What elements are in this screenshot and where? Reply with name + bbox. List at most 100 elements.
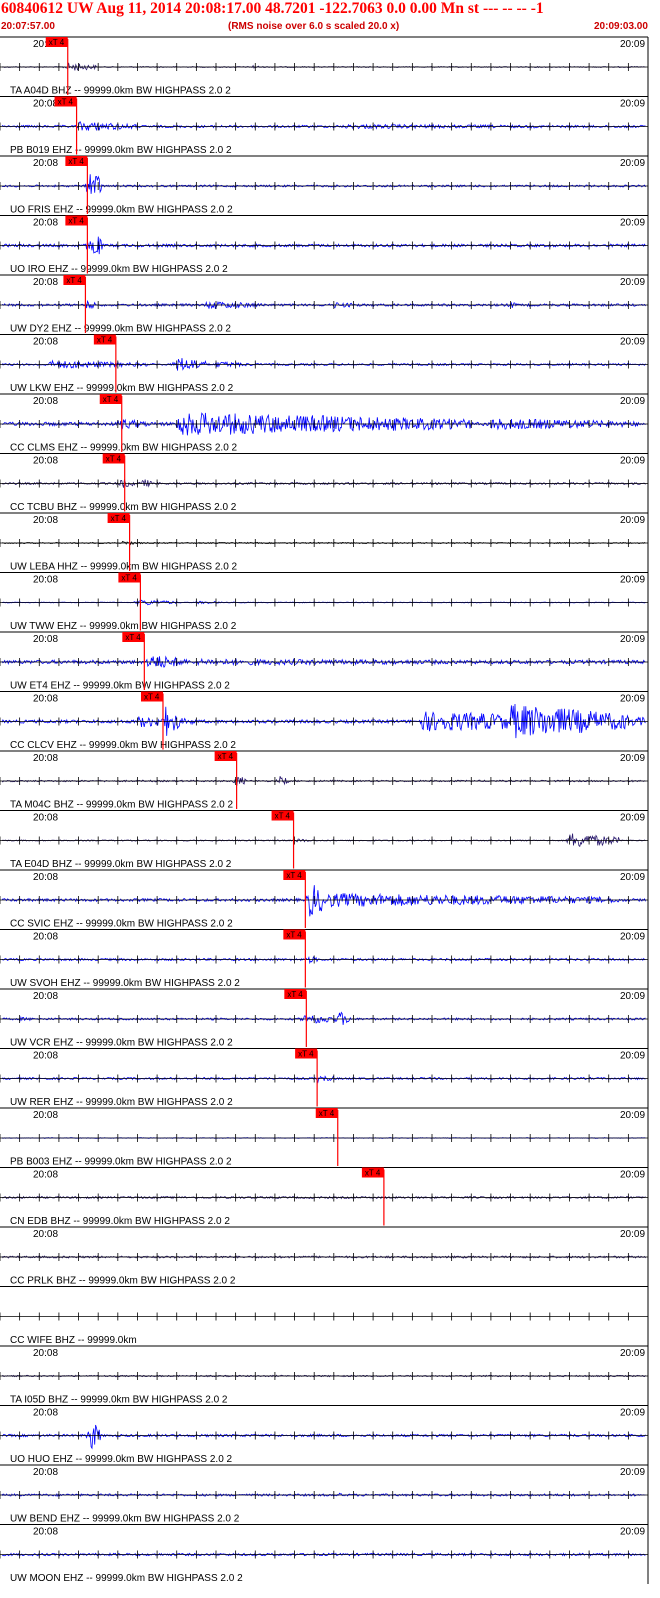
minute-tick-label: 20:08 xyxy=(33,872,58,883)
pick-flag xyxy=(45,37,68,47)
trace-25: 20:08 20:09 UW BEND EHZ -- 99999.0km BW HI… xyxy=(0,1464,649,1525)
station-label: UO HUO EHZ -- 99999.0km BW HIGHPASS 2.0 … xyxy=(10,1454,233,1465)
minute-tick-label: 20:08 xyxy=(33,1348,58,1359)
pick-flag xyxy=(54,96,77,107)
pick-flag xyxy=(361,1167,384,1178)
station-label: CN EDB BHZ -- 99999.0km BW HIGHPASS 2.0 … xyxy=(10,1216,230,1227)
minute-tick-label: 20:09 xyxy=(620,39,645,50)
minute-tick-label: 20:09 xyxy=(620,1229,645,1240)
trace-4: 20:08 20:09 UO IRO EHZ -- 99999.0km BW HIG… xyxy=(0,215,649,275)
event-title: 60840612 UW Aug 11, 2014 20:08:17.00 48.… xyxy=(1,0,544,17)
pick-flag xyxy=(65,215,88,226)
trace-12: 20:08 20:09 CC CLCV EHZ -- 99999.0km BW HI… xyxy=(0,691,649,751)
pick-flag xyxy=(63,275,86,285)
station-label: CC WIFE BHZ -- 99999.0km xyxy=(10,1335,137,1346)
minute-tick-label: 20:08 xyxy=(33,575,58,586)
pick-label: xT 4 xyxy=(218,752,234,761)
minute-tick-label: 20:08 xyxy=(33,1408,58,1419)
minute-tick-label: 20:09 xyxy=(620,515,645,526)
minute-tick-label: 20:09 xyxy=(620,396,645,407)
minute-tick-label: 20:09 xyxy=(620,277,645,288)
station-label: UO IRO EHZ -- 99999.0km BW HIGHPASS 2.0 … xyxy=(10,264,228,275)
waveform xyxy=(1,299,646,310)
trace-18: 20:08 20:09 UW RER EHZ -- 99999.0km BW HIG… xyxy=(0,1048,649,1108)
minute-tick-label: 20:08 xyxy=(33,634,58,645)
pick-label: xT 4 xyxy=(287,990,303,999)
minute-tick-label: 20:09 xyxy=(620,634,645,645)
minute-tick-label: 20:09 xyxy=(620,1170,645,1181)
station-label: UO FRIS EHZ -- 99999.0km BW HIGHPASS 2.0… xyxy=(10,205,233,216)
minute-tick-label: 20:08 xyxy=(33,694,58,705)
trace-8: 20:08 20:09 CC TCBU BHZ -- 99999.0km BW HI… xyxy=(0,453,649,513)
minute-tick-label: 20:09 xyxy=(620,1110,645,1121)
pick-flag xyxy=(107,513,130,523)
pick-flag xyxy=(140,691,163,702)
station-label: UW SVOH EHZ -- 99999.0km BW HIGHPASS 2.0… xyxy=(10,978,240,989)
pick-label: xT 4 xyxy=(319,1109,335,1118)
station-label: TA I05D BHZ -- 99999.0km BW HIGHPASS 2.0… xyxy=(10,1395,228,1406)
station-label: CC CLMS EHZ -- 99999.0km BW HIGHPASS 2.0… xyxy=(10,443,238,454)
pick-label: xT 4 xyxy=(66,276,82,285)
minute-tick-label: 20:09 xyxy=(620,575,645,586)
minute-tick-label: 20:08 xyxy=(33,1467,58,1478)
minute-tick-label: 20:09 xyxy=(620,753,645,764)
trace-13: 20:08 20:09 TA M04C BHZ -- 99999.0km BW HI… xyxy=(0,750,649,811)
trace-9: 20:08 20:09 UW LEBA HHZ -- 99999.0km BW HI… xyxy=(0,512,649,573)
minute-tick-label: 20:08 xyxy=(33,753,58,764)
trace-11: 20:08 20:09 UW ET4 EHZ -- 99999.0km BW HIG… xyxy=(0,631,649,692)
station-label: UW DY2 EHZ -- 99999.0km BW HIGHPASS 2.0 … xyxy=(10,324,231,335)
minute-tick-label: 20:09 xyxy=(620,456,645,467)
pick-label: xT 4 xyxy=(97,336,113,345)
trace-7: 20:08 20:09 CC CLMS EHZ -- 99999.0km BW HI… xyxy=(0,393,649,454)
trace-16: 20:08 20:09 UW SVOH EHZ -- 99999.0km BW HI… xyxy=(0,929,649,989)
trace-2: 20:08 20:09 PB B019 EHZ -- 99999.0km BW HI… xyxy=(0,96,649,156)
pick-label: xT 4 xyxy=(121,574,137,583)
station-label: UW BEND EHZ -- 99999.0km BW HIGHPASS 2.0… xyxy=(10,1514,240,1525)
trace-19: 20:08 20:09 PB B003 EHZ -- 99999.0km BW HI… xyxy=(0,1107,649,1168)
minute-tick-label: 20:08 xyxy=(33,991,58,1002)
pick-flag xyxy=(214,751,237,761)
trace-26: 20:08 20:09 UW MOON EHZ -- 99999.0km BW HI… xyxy=(0,1524,649,1584)
minute-tick-label: 20:08 xyxy=(33,277,58,288)
minute-tick-label: 20:09 xyxy=(620,99,645,110)
trace-10: 20:08 20:09 UW TWW EHZ -- 99999.0km BW HIG… xyxy=(0,572,649,632)
minute-tick-label: 20:09 xyxy=(620,1348,645,1359)
minute-tick-label: 20:09 xyxy=(620,158,645,169)
trace-22: CC WIFE BHZ -- 99999.0km xyxy=(0,1286,649,1346)
minute-tick-label: 20:08 xyxy=(33,99,58,110)
minute-tick-label: 20:08 xyxy=(33,39,58,50)
station-label: CC SVIC EHZ -- 99999.0km BW HIGHPASS 2.0… xyxy=(10,919,233,930)
station-label: UW RER EHZ -- 99999.0km BW HIGHPASS 2.0 … xyxy=(10,1097,233,1108)
station-label: UW TWW EHZ -- 99999.0km BW HIGHPASS 2.0 … xyxy=(10,621,237,632)
trace-23: 20:08 20:09 TA I05D BHZ -- 99999.0km BW HI… xyxy=(0,1345,649,1406)
minute-tick-label: 20:08 xyxy=(33,396,58,407)
start-time-label: 20:07:57.00 xyxy=(1,21,55,32)
minute-tick-label: 20:09 xyxy=(620,1467,645,1478)
end-time-label: 20:09:03.00 xyxy=(594,21,648,32)
pick-label: xT 4 xyxy=(58,98,74,107)
trace-15: 20:08 20:09 CC SVIC EHZ -- 99999.0km BW HI… xyxy=(0,869,649,930)
minute-tick-label: 20:08 xyxy=(33,456,58,467)
station-label: UW ET4 EHZ -- 99999.0km BW HIGHPASS 2.0 … xyxy=(10,681,230,692)
minute-tick-label: 20:09 xyxy=(620,1527,645,1538)
pick-label: xT 4 xyxy=(106,455,122,464)
pick-flag xyxy=(65,156,88,166)
trace-3: 20:08 20:09 UO FRIS EHZ -- 99999.0km BW HI… xyxy=(0,155,649,216)
minute-tick-label: 20:08 xyxy=(33,1110,58,1121)
trace-21: 20:08 20:09 CC PRLK BHZ -- 99999.0km BW HI… xyxy=(0,1226,649,1287)
station-label: TA M04C BHZ -- 99999.0km BW HIGHPASS 2.0… xyxy=(10,800,233,811)
minute-tick-label: 20:08 xyxy=(33,337,58,348)
station-label: UW MOON EHZ -- 99999.0km BW HIGHPASS 2.0… xyxy=(10,1573,243,1584)
pick-flag xyxy=(118,572,141,583)
minute-tick-label: 20:08 xyxy=(33,1051,58,1062)
waveform xyxy=(1,121,646,132)
trace-17: 20:08 20:09 UW VCR EHZ -- 99999.0km BW HIG… xyxy=(0,988,649,1049)
minute-tick-label: 20:09 xyxy=(620,1051,645,1062)
pick-flag xyxy=(284,989,307,999)
minute-tick-label: 20:09 xyxy=(620,337,645,348)
minute-tick-label: 20:08 xyxy=(33,1527,58,1538)
trace-20: 20:08 20:09 CN EDB BHZ -- 99999.0km BW HIG… xyxy=(0,1167,649,1227)
station-label: TA A04D BHZ -- 99999.0km BW HIGHPASS 2.0… xyxy=(10,86,231,97)
minute-tick-label: 20:09 xyxy=(620,991,645,1002)
minute-tick-label: 20:08 xyxy=(33,932,58,943)
